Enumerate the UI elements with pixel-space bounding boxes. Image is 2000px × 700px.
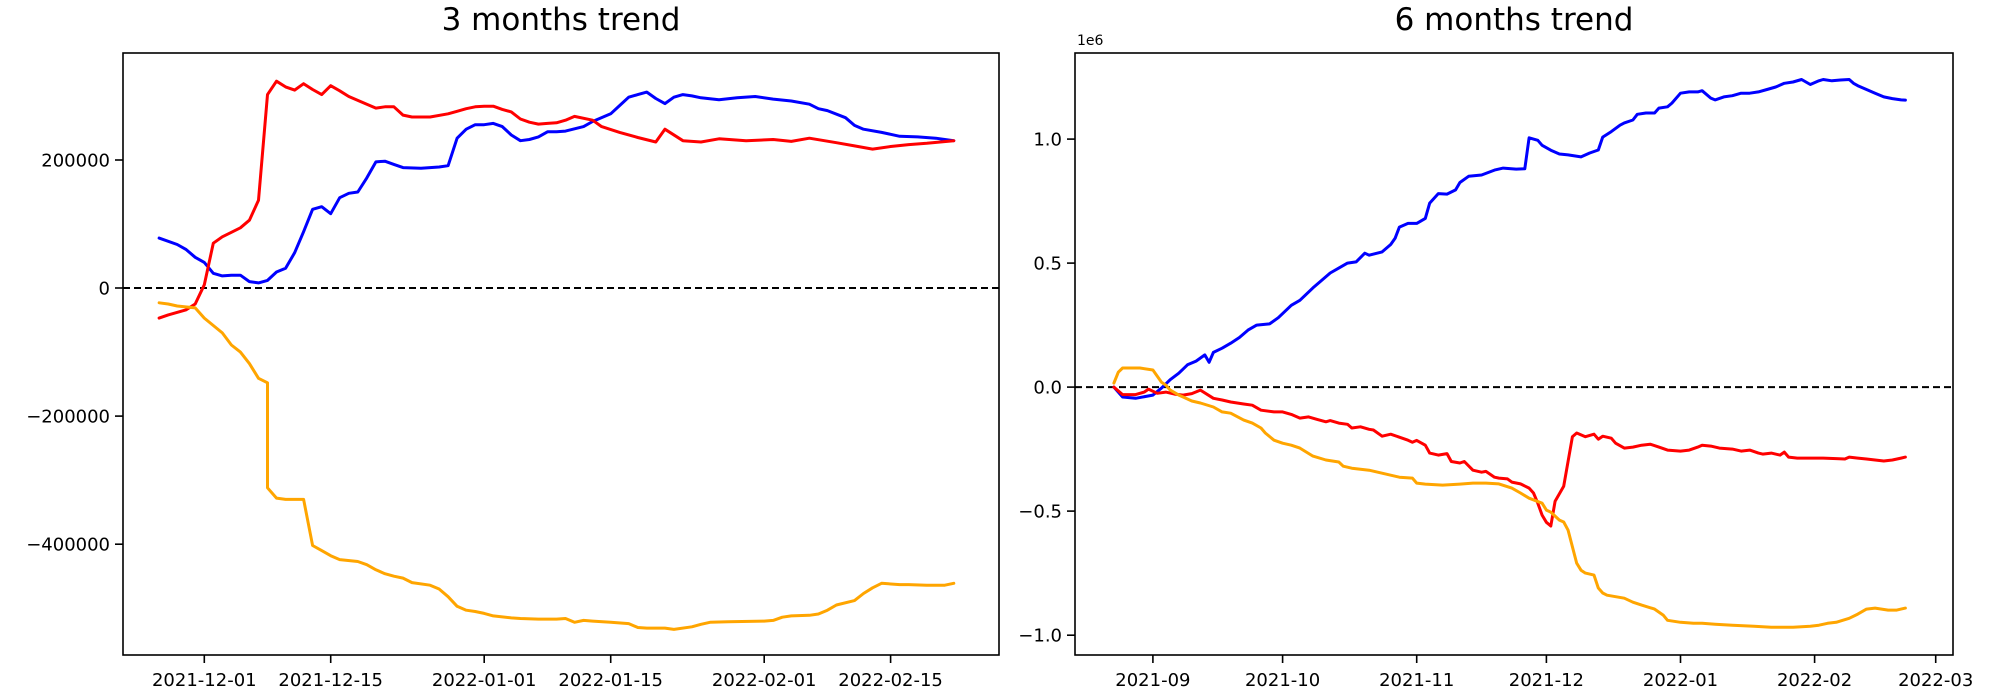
x-tick-label: 2021-12 — [1509, 670, 1584, 691]
y-tick-label: 200000 — [41, 151, 110, 172]
y-tick-label: 0.5 — [1033, 254, 1062, 275]
x-tick-label: 2021-10 — [1245, 670, 1320, 691]
chart-3-months-trend: 2021-12-01 2021-12-15 2022-01-01 2022-01-15… — [26, 52, 1000, 691]
y-tick-label: 1.0 — [1033, 130, 1062, 151]
x-tick-label: 2022-03 — [1898, 670, 1973, 691]
red-series-line — [1112, 385, 1907, 528]
x-tick-label: 2022-01-01 — [432, 670, 537, 691]
x-tick-label: 2021-12-15 — [278, 670, 383, 691]
x-tick-label: 2022-02 — [1777, 670, 1852, 691]
plot-border — [122, 52, 1000, 656]
x-tick-label: 2021-09 — [1115, 670, 1190, 691]
x-tick-label: 2021-12-01 — [152, 670, 257, 691]
x-tick-label: 2022-01 — [1643, 670, 1718, 691]
plot-border — [1074, 52, 1954, 656]
x-tick-label: 2022-02-01 — [712, 670, 817, 691]
chart-title-3-months: 3 months trend — [441, 2, 681, 38]
x-tick-label: 2021-11 — [1379, 670, 1454, 691]
y-tick-label: −0.5 — [1018, 502, 1062, 523]
chart-title-6-months: 6 months trend — [1394, 2, 1634, 38]
y-tick-label: −200000 — [26, 407, 110, 428]
red-series-line — [157, 79, 956, 320]
x-tick-label: 2022-02-15 — [838, 670, 943, 691]
blue-series-line — [1112, 78, 1907, 400]
x-tick-label: 2022-01-15 — [558, 670, 663, 691]
chart-6-months-trend: 2021-09 2021-10 2021-11 2021-12 2022-01 2022-… — [1018, 33, 1973, 691]
y-tick-label: 0 — [99, 279, 110, 300]
blue-series-line — [157, 90, 956, 285]
orange-series-line — [1112, 366, 1907, 629]
y-tick-label: −1.0 — [1018, 626, 1062, 647]
y-tick-label: −400000 — [26, 535, 110, 556]
y-axis-offset-label: 1e6 — [1077, 33, 1104, 49]
orange-series-line — [157, 301, 956, 631]
y-tick-label: 0.0 — [1033, 378, 1062, 399]
